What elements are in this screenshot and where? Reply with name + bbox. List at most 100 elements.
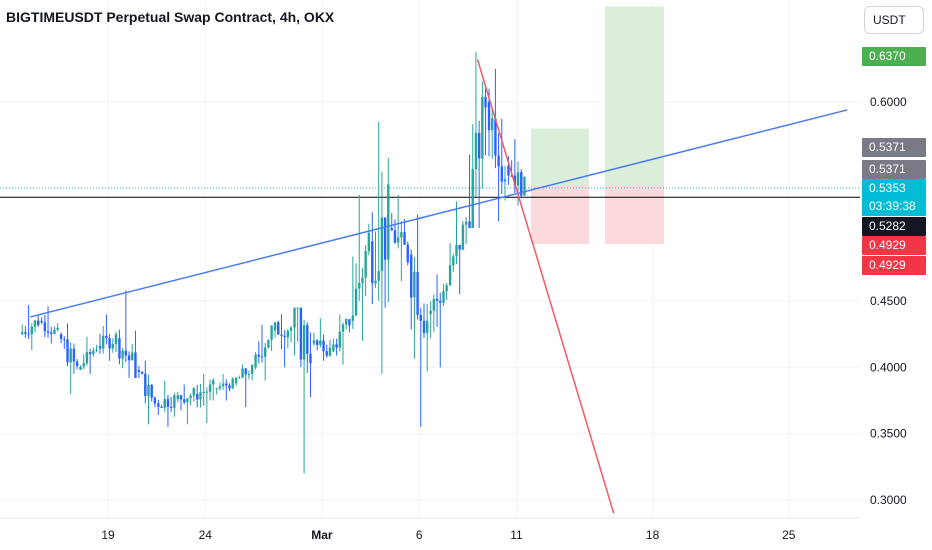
candle-body [56, 327, 59, 330]
candle-body [277, 322, 280, 335]
x-tick-label: 24 [199, 528, 213, 542]
descending-projection-line [476, 59, 615, 514]
candle-body [371, 241, 374, 284]
candle-body [183, 399, 186, 403]
candle-body [513, 175, 517, 186]
candle-body [364, 251, 367, 278]
y-tick-label: 0.4500 [870, 294, 907, 308]
candle-body [238, 377, 241, 379]
price-tag: 0.4929 [862, 256, 926, 275]
x-tick-label: 11 [510, 528, 523, 542]
candle-body [215, 388, 218, 390]
candle-body [296, 307, 299, 309]
candle-body [72, 348, 76, 362]
candle-body [40, 320, 43, 323]
candle-body [169, 406, 173, 408]
candle-body [400, 232, 403, 238]
candle-body [341, 324, 345, 332]
currency-button[interactable]: USDT [864, 6, 924, 34]
candles [21, 51, 526, 474]
chart-title: BIGTIMEUSDT Perpetual Swap Contract, 4h,… [6, 9, 335, 25]
candle-body [46, 331, 50, 333]
candle-body [435, 298, 439, 301]
candle-body [153, 397, 157, 404]
candle-body [416, 272, 419, 315]
candle-body [179, 395, 183, 400]
price-tag: 0.5371 [862, 160, 926, 179]
candle-body [273, 322, 277, 331]
candle-body [299, 307, 303, 360]
candle-body [131, 352, 134, 361]
price-tag-label: 0.4929 [869, 258, 906, 272]
candle-body [247, 373, 251, 375]
candle-body [231, 378, 234, 389]
candle-body [225, 383, 228, 386]
candle-body [114, 334, 118, 345]
price-axis[interactable]: 0.6000 0.4500 0.4000 0.3500 0.3000 [870, 95, 907, 507]
candle-body [280, 334, 283, 336]
candle-body [196, 393, 199, 400]
candle-body [419, 314, 422, 321]
candle-body [66, 339, 69, 363]
price-tag-bg [862, 160, 926, 179]
price-tag-label: 03:39:38 [869, 199, 916, 213]
candle-body [85, 352, 89, 364]
candle-body [176, 395, 179, 400]
candle-body [332, 344, 335, 352]
candle-body [270, 325, 273, 340]
candle-body [377, 270, 380, 281]
candle-body [150, 384, 153, 398]
candle-body [166, 399, 170, 407]
candle-body [345, 319, 348, 325]
time-axis[interactable]: 19 24 Mar 6 11 18 25 [0, 517, 860, 542]
x-tick-label: 25 [782, 528, 796, 542]
candle-body [351, 315, 355, 321]
candle-body [199, 392, 202, 400]
candle-body [111, 344, 114, 349]
candle-body [244, 368, 247, 375]
candle-body [471, 169, 474, 229]
x-tick-label: 18 [646, 528, 660, 542]
candle-body [302, 325, 306, 360]
candle-body [387, 184, 390, 260]
candle-body [24, 332, 27, 334]
candle-body [118, 338, 121, 359]
candle-body [102, 335, 105, 349]
candle-body [286, 330, 290, 338]
candle-body [358, 283, 361, 289]
candle-body [144, 373, 147, 396]
candle-body [160, 406, 163, 408]
candle-body [442, 291, 445, 303]
price-tag-bg [862, 138, 926, 157]
candle-body [494, 118, 497, 156]
candle-body [157, 403, 160, 407]
candle-body [403, 232, 406, 245]
candle-body [186, 398, 189, 403]
chart-grid [0, 0, 860, 518]
candle-body [448, 265, 452, 286]
candle-body [134, 352, 137, 378]
price-lines [0, 187, 860, 198]
candle-body [267, 339, 270, 348]
candle-body [452, 256, 455, 266]
candle-body [516, 172, 520, 186]
price-tag-label: 0.6370 [869, 49, 906, 63]
candle-body [426, 320, 429, 334]
candle-body [260, 356, 264, 358]
trade-zones [531, 6, 664, 245]
candle-body [108, 338, 111, 349]
price-tags: 0.6370 0.5371 0.5371 0.5353 03:39:38 0.5282 0.… [862, 47, 926, 275]
candle-body [481, 96, 484, 159]
candle-body [82, 363, 85, 367]
candle-body [335, 344, 338, 348]
candle-body [121, 350, 124, 359]
candle-body [380, 217, 384, 271]
candle-body [75, 361, 79, 367]
candle-body [105, 335, 108, 339]
candle-body [127, 355, 131, 361]
candle-body [461, 224, 465, 250]
drawing-lines [30, 59, 848, 514]
candle-body [124, 350, 128, 356]
candle-body [309, 353, 312, 364]
